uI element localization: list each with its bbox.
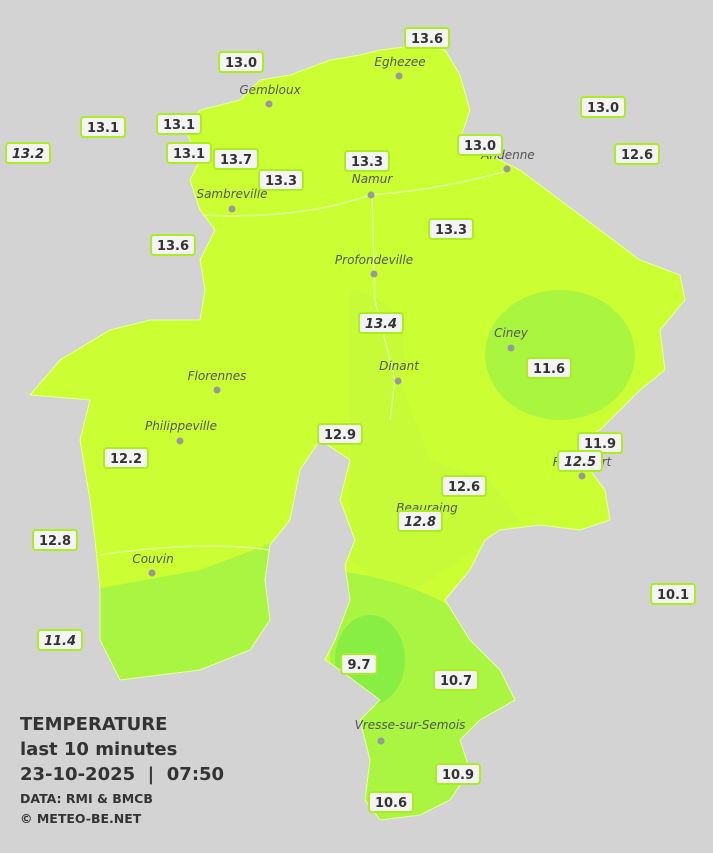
town-label: Ciney xyxy=(494,326,529,340)
station-box xyxy=(441,475,487,497)
legend-title: TEMPERATURE xyxy=(20,714,167,735)
station-box xyxy=(37,629,83,651)
station-value: 13.3 xyxy=(265,174,297,189)
station-value: 10.1 xyxy=(657,588,689,603)
town-dot xyxy=(395,72,403,80)
station-value: 10.7 xyxy=(440,674,472,689)
station-value: 13.7 xyxy=(220,153,252,168)
legend-datetime: 23-10-2025 | 07:50 xyxy=(20,764,224,785)
station-value: 13.6 xyxy=(411,32,443,47)
town-dot xyxy=(507,344,515,352)
station-box xyxy=(258,169,304,191)
station-value: 9.7 xyxy=(347,658,370,673)
station-box xyxy=(404,27,450,49)
station-box xyxy=(156,113,202,135)
station-value: 12.5 xyxy=(564,455,596,470)
station-box xyxy=(428,218,474,240)
stations: 13.0 13.6 13.1 13.1 13.2 13.1 13.7 13.3 13.3 13.0… xyxy=(5,27,696,813)
town-dot xyxy=(148,569,156,577)
station-box xyxy=(317,423,363,445)
station-value: 12.9 xyxy=(324,428,356,443)
town-dot xyxy=(370,270,378,278)
station-box xyxy=(397,510,443,532)
station-value: 12.8 xyxy=(39,534,71,549)
station-value: 13.0 xyxy=(225,56,257,71)
town-dot xyxy=(377,737,385,745)
town-label: Profondeville xyxy=(335,253,413,267)
station-box xyxy=(150,234,196,256)
station-box xyxy=(435,763,481,785)
town-label: Vresse-sur-Semois xyxy=(355,718,466,732)
station-box xyxy=(218,51,264,73)
town-dot xyxy=(213,386,221,394)
station-box xyxy=(650,583,696,605)
station-value: 12.6 xyxy=(448,480,480,495)
station-box xyxy=(614,143,660,165)
station-value: 13.1 xyxy=(173,147,205,162)
station-value: 13.1 xyxy=(87,121,119,136)
station-box xyxy=(340,653,378,675)
town-dot xyxy=(228,205,236,213)
town-dot xyxy=(176,437,184,445)
station-value: 11.6 xyxy=(533,362,565,377)
legend-subtitle: last 10 minutes xyxy=(20,739,177,760)
town-label: Sambreville xyxy=(196,187,267,201)
station-box xyxy=(457,134,503,156)
station-value: 13.1 xyxy=(163,118,195,133)
town-dot xyxy=(578,472,586,480)
town-dot xyxy=(503,165,511,173)
town-label: Dinant xyxy=(379,359,420,373)
town-label: Philippeville xyxy=(145,419,217,433)
station-value: 13.0 xyxy=(464,139,496,154)
station-value: 13.0 xyxy=(587,101,619,116)
town-label: Gembloux xyxy=(239,83,301,97)
station-box xyxy=(557,450,603,472)
station-value: 12.8 xyxy=(404,515,436,530)
station-box xyxy=(80,116,126,138)
station-value: 10.6 xyxy=(375,796,407,811)
legend-copyright: © METEO-BE.NET xyxy=(20,811,142,826)
legend-source: DATA: RMI & BMCB xyxy=(20,791,153,806)
town-dot xyxy=(367,191,375,199)
station-value: 11.9 xyxy=(584,437,616,452)
station-box xyxy=(368,791,414,813)
station-value: 11.4 xyxy=(44,634,76,649)
station-value: 10.9 xyxy=(442,768,474,783)
station-value: 12.2 xyxy=(110,452,142,467)
town-label: Florennes xyxy=(188,369,247,383)
station-box xyxy=(213,148,259,170)
station-box xyxy=(32,529,78,551)
station-box xyxy=(103,447,149,469)
station-value: 13.3 xyxy=(435,223,467,238)
station-box xyxy=(526,357,572,379)
station-value: 12.6 xyxy=(621,148,653,163)
station-box xyxy=(344,150,390,172)
station-box xyxy=(358,312,404,334)
town-label: Eghezee xyxy=(374,55,425,69)
town-label: Namur xyxy=(352,172,394,186)
town-dot xyxy=(265,100,273,108)
station-box xyxy=(433,669,479,691)
station-value: 13.3 xyxy=(351,155,383,170)
town-dot xyxy=(394,377,402,385)
station-box xyxy=(580,96,626,118)
station-value: 13.2 xyxy=(12,147,44,162)
station-value: 13.6 xyxy=(157,239,189,254)
station-box xyxy=(166,142,212,164)
town-label: Couvin xyxy=(132,552,173,566)
station-box xyxy=(5,142,51,164)
station-value: 13.4 xyxy=(365,317,397,332)
